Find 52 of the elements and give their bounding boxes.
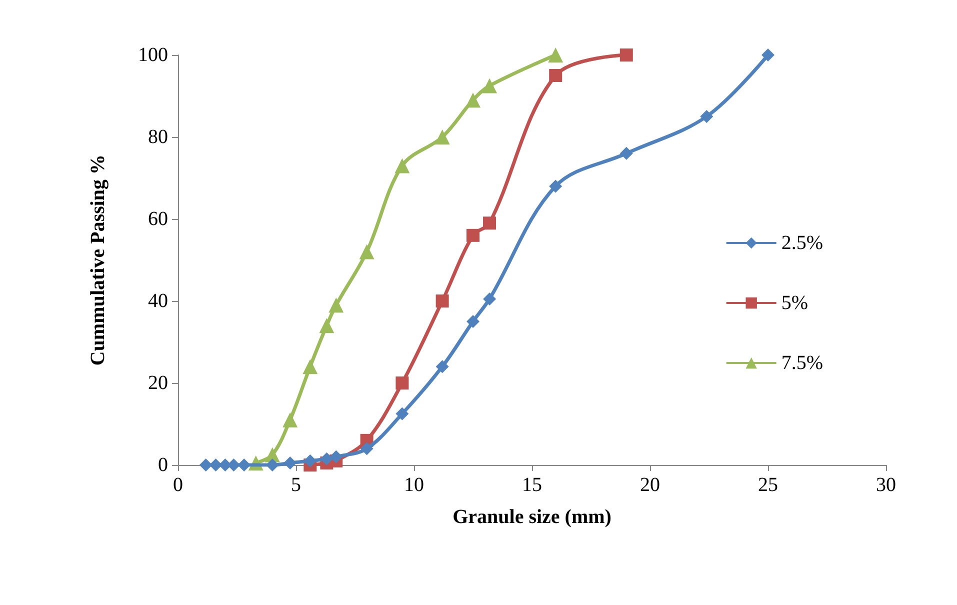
point — [238, 458, 251, 472]
y-tick-label: 20 — [148, 372, 168, 394]
point — [549, 180, 562, 193]
point — [396, 407, 409, 420]
point — [320, 452, 334, 466]
y-tick-label: 40 — [148, 290, 168, 312]
point — [330, 450, 343, 464]
y-tick-label: 60 — [148, 208, 168, 230]
point — [199, 458, 212, 472]
point — [394, 158, 410, 174]
x-axis-title: Granule size (mm) — [452, 506, 612, 528]
point — [360, 442, 374, 456]
point — [436, 360, 449, 374]
point — [483, 292, 496, 306]
point — [466, 228, 480, 242]
y-tick-label: 80 — [148, 126, 168, 148]
x-tick-label: 5 — [291, 474, 301, 496]
y-tick-label: 0 — [158, 454, 168, 476]
y-axis-title: Cummulative Passing % — [87, 154, 109, 366]
point — [466, 92, 480, 108]
point — [304, 454, 317, 468]
point — [359, 244, 374, 260]
point — [436, 294, 449, 308]
x-tick-label: 30 — [876, 474, 896, 496]
point — [284, 456, 297, 470]
point — [209, 458, 222, 472]
point — [302, 359, 318, 374]
point — [396, 376, 409, 390]
x-tick-label: 10 — [404, 474, 424, 496]
point — [282, 412, 298, 428]
point — [700, 110, 714, 123]
point — [620, 146, 633, 160]
point — [483, 216, 496, 230]
point — [482, 78, 498, 94]
legend-label: 5% — [781, 292, 808, 314]
point — [548, 48, 564, 62]
legend-label: 2.5% — [781, 232, 824, 254]
x-tick-label: 20 — [640, 474, 660, 496]
point — [319, 318, 334, 334]
point — [466, 315, 480, 328]
point — [762, 48, 774, 62]
point — [266, 458, 279, 472]
x-tick-label: 15 — [522, 474, 542, 496]
point — [328, 298, 344, 313]
point — [227, 458, 240, 472]
x-tick-label: 25 — [758, 474, 778, 496]
point — [549, 69, 562, 82]
point — [620, 48, 633, 62]
x-tick-label: 0 — [173, 474, 183, 496]
point — [434, 130, 450, 144]
y-tick-label: 100 — [138, 44, 168, 66]
legend-label: 7.5% — [781, 352, 824, 374]
